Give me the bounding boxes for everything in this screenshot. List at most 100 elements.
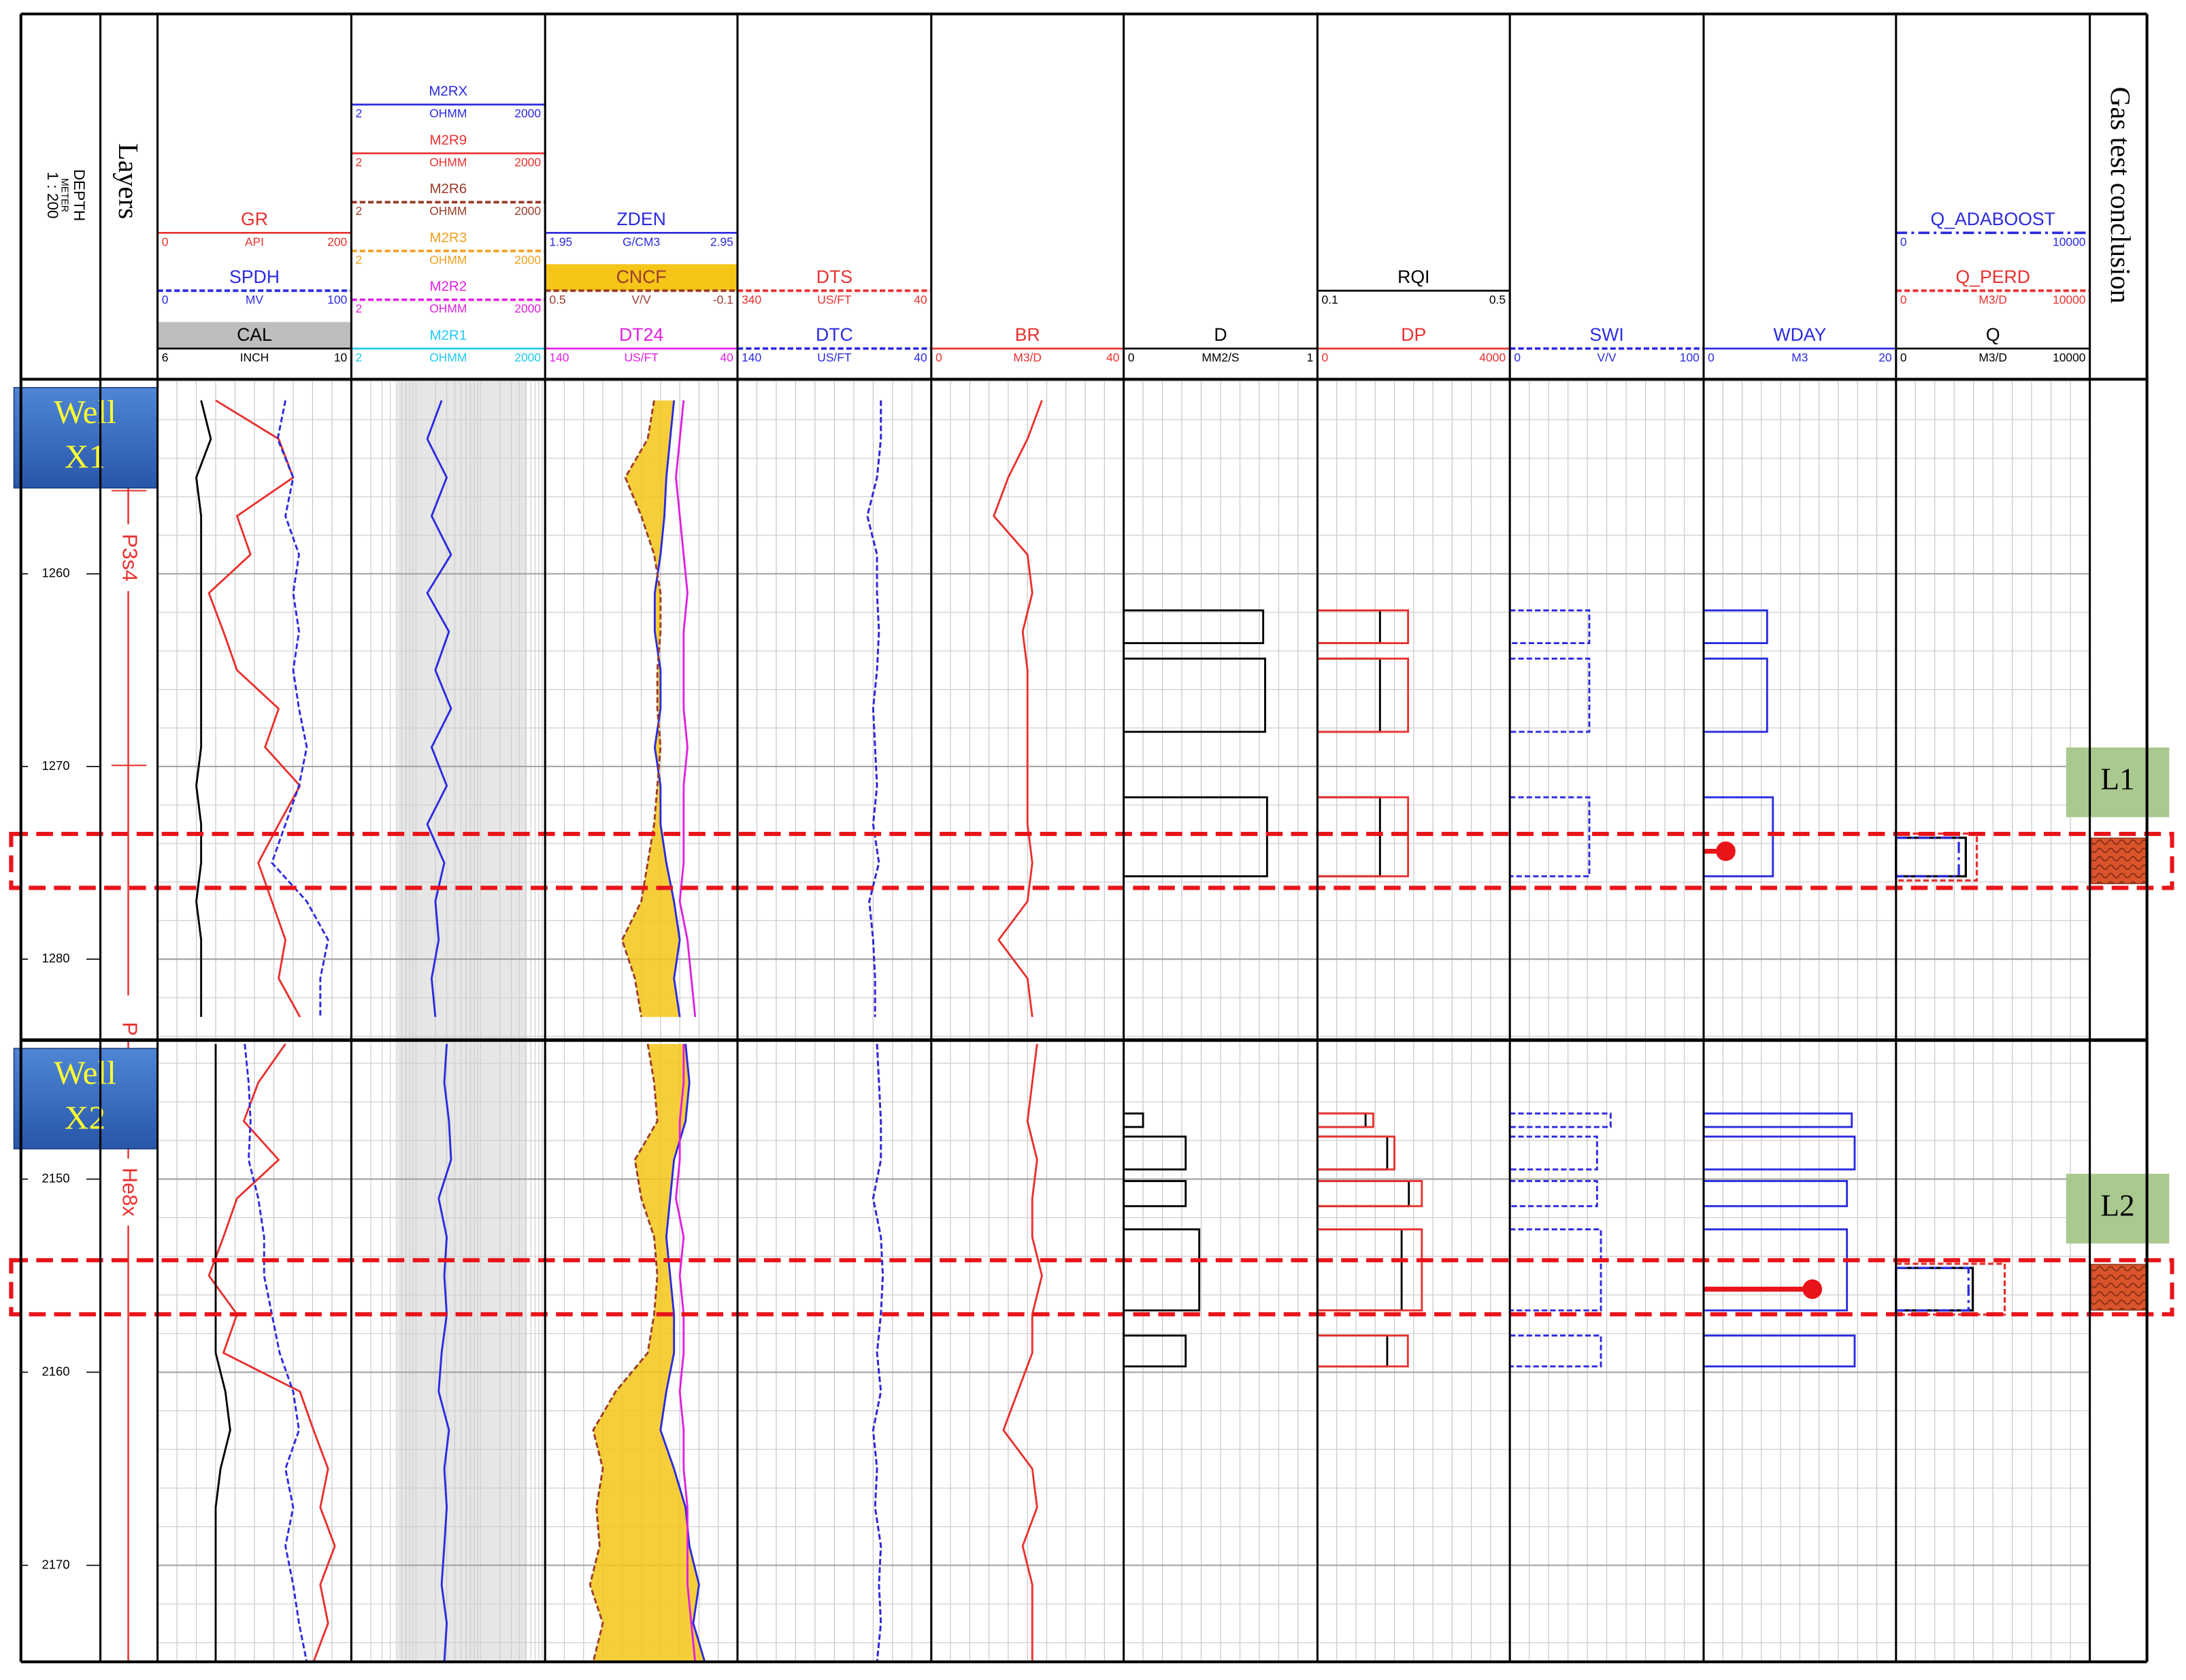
- scale-right: 1: [1307, 350, 1314, 364]
- depth-label: 2150: [42, 1171, 69, 1185]
- scale-left: 2: [356, 350, 363, 364]
- scale-left: 2: [356, 155, 363, 169]
- block-curve: [1704, 1179, 1849, 1207]
- scale-right: 4000: [1479, 350, 1506, 364]
- scale-right: 40: [914, 350, 927, 364]
- log-curve: [208, 1043, 336, 1662]
- block-curve: [1317, 796, 1410, 877]
- scale-unit: MV: [246, 292, 263, 306]
- layers-title: Layers: [113, 144, 144, 219]
- log-curve: [653, 400, 681, 1018]
- layer-label: He8x: [118, 1168, 142, 1217]
- curve-name: CNCF: [616, 267, 667, 287]
- scale-right: 100: [1680, 350, 1700, 364]
- scale-left: 0: [162, 235, 169, 248]
- scale-unit: US/FT: [624, 350, 659, 364]
- block-curve: [1510, 1334, 1602, 1368]
- curve-name: M2R2: [429, 279, 467, 295]
- block-curve: [1123, 1179, 1187, 1207]
- resistivity-shade: [397, 379, 527, 1041]
- scale-left: 140: [742, 350, 761, 364]
- well-label-box: [13, 387, 159, 489]
- scale-left: 0: [1900, 350, 1907, 364]
- curve-name: M2R6: [429, 181, 467, 197]
- curve-name: DP: [1401, 324, 1426, 345]
- block-curve: [1317, 657, 1410, 733]
- scale-left: 2: [356, 204, 363, 218]
- conclusion-title: Gas test conclusion: [2105, 87, 2136, 304]
- header-fill: [157, 322, 352, 349]
- scale-unit: US/FT: [817, 292, 852, 306]
- block-curve: [1510, 1112, 1612, 1128]
- log-curve: [214, 1043, 231, 1662]
- curve-name: SPDH: [229, 267, 280, 287]
- block-curve: [1317, 1179, 1423, 1207]
- scale-right: 2000: [514, 253, 541, 267]
- depth-label: 1280: [42, 951, 69, 965]
- scale-left: 0: [1514, 350, 1521, 364]
- layer-label-bg: [117, 1158, 139, 1226]
- log-curve: [426, 400, 452, 1018]
- block-curve: [1317, 609, 1410, 645]
- scale-left: 0: [1900, 292, 1907, 306]
- depth-unit: METER: [59, 178, 69, 212]
- block-curve: [1317, 1135, 1395, 1171]
- block-curve: [1704, 1228, 1849, 1312]
- scale-right: 2000: [514, 350, 541, 364]
- scale-unit: M3: [1791, 350, 1808, 364]
- block-curve: [1317, 1228, 1423, 1312]
- curve-name: M2RX: [429, 84, 467, 99]
- scale-left: 6: [162, 350, 169, 364]
- depth-title: DEPTH: [71, 169, 88, 221]
- curve-name: GR: [241, 209, 268, 229]
- block-curve: [1317, 1112, 1374, 1128]
- test-label: L1: [2101, 762, 2135, 796]
- scale-right: 2000: [514, 107, 541, 120]
- curve-name: Q_ADABOOST: [1930, 209, 2055, 229]
- log-curve: [620, 400, 662, 1018]
- block-curve: [1510, 1135, 1598, 1171]
- block-curve: [1123, 1228, 1201, 1312]
- block-curve: [1704, 796, 1774, 877]
- scale-right: 200: [327, 235, 347, 248]
- scale-unit: M3/D: [1978, 292, 2007, 306]
- conclusion-gas: [2091, 1264, 2148, 1311]
- block-curve: [1123, 1334, 1187, 1368]
- scale-unit: API: [245, 235, 264, 248]
- layer-label: P3s4: [118, 534, 142, 582]
- scale-right: 2000: [514, 204, 541, 218]
- curve-name: DTS: [816, 267, 852, 287]
- curve-name: M2R1: [429, 327, 467, 343]
- depth-label: 1260: [42, 566, 69, 580]
- block-curve: [1123, 1112, 1144, 1128]
- scale-left: 140: [549, 350, 569, 364]
- block-curve: [1123, 609, 1265, 645]
- scale-left: 0.5: [549, 292, 565, 306]
- log-curve: [437, 1043, 452, 1662]
- resistivity-shade: [397, 1040, 527, 1662]
- block-curve: [1510, 796, 1591, 877]
- scale-unit: OHMM: [429, 204, 467, 218]
- curve-name: DTC: [816, 324, 853, 345]
- block-curve: [1123, 1135, 1187, 1171]
- gas-rate-point: [1802, 1279, 1823, 1299]
- curve-name: SWI: [1589, 324, 1623, 345]
- block-curve: [1704, 1135, 1856, 1171]
- scale-left: 2: [356, 107, 363, 120]
- block-curve: [1704, 609, 1768, 645]
- scale-unit: OHMM: [429, 155, 467, 169]
- layer-label-bg: [117, 524, 139, 592]
- scale-unit: INCH: [240, 350, 269, 364]
- block-curve: [1123, 657, 1266, 733]
- scale-unit: V/V: [632, 292, 651, 306]
- scale-left: 0: [935, 350, 942, 364]
- scale-left: 0: [1900, 235, 1907, 248]
- scale-unit: MM2/S: [1202, 350, 1239, 364]
- depth-label: 2170: [42, 1557, 69, 1571]
- scale-left: 2: [356, 253, 363, 267]
- scale-left: 0: [1708, 350, 1715, 364]
- curve-name: DT24: [619, 324, 663, 345]
- log-curve: [866, 400, 882, 1018]
- test-label-box: [2066, 1173, 2170, 1244]
